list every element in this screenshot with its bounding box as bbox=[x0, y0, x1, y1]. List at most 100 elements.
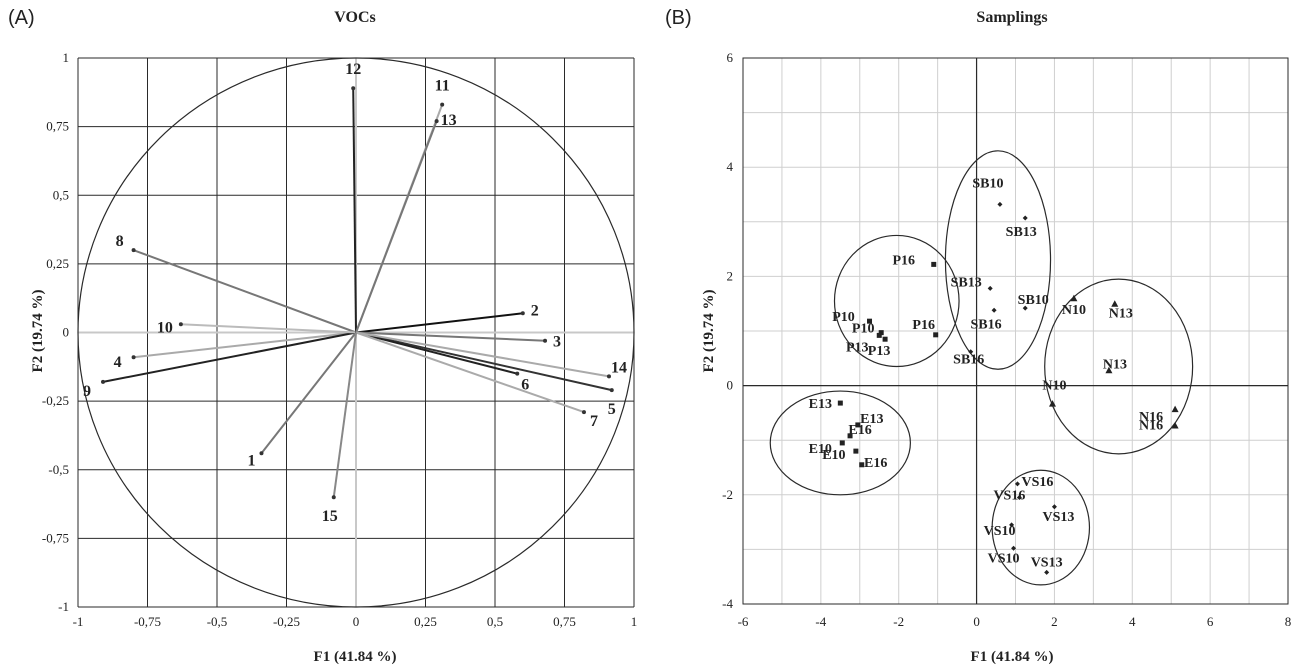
sample-marker-e16 bbox=[847, 433, 853, 439]
sample-marker-p16 bbox=[931, 261, 937, 267]
voc-vector-tip-10 bbox=[178, 322, 183, 327]
sample-label-e13: E13 bbox=[860, 412, 883, 427]
panel-a-y-tick-label: -0,5 bbox=[48, 462, 69, 477]
sample-marker-sb10 bbox=[1022, 305, 1028, 311]
panel-b-y-axis-label: F2 (19.74 %) bbox=[701, 290, 717, 373]
panel-b-x-tick-label: 2 bbox=[1051, 614, 1058, 629]
sample-label-p10: P10 bbox=[832, 310, 855, 325]
sample-marker-sb13 bbox=[1022, 215, 1028, 221]
sample-label-p13: P13 bbox=[868, 344, 891, 359]
group-ellipse-e bbox=[769, 390, 911, 496]
voc-vector-tip-9 bbox=[101, 379, 106, 384]
panel-a-x-tick-label: 0,5 bbox=[487, 614, 503, 629]
sample-label-n10: N10 bbox=[1062, 303, 1086, 318]
sample-marker-vs13 bbox=[1051, 504, 1057, 510]
panel-a-x-tick-label: 0 bbox=[353, 614, 360, 629]
sample-marker-n10 bbox=[1048, 400, 1056, 407]
panel-b-x-tick-label: 6 bbox=[1207, 614, 1214, 629]
sample-label-p13: P13 bbox=[846, 340, 869, 355]
voc-label-8: 8 bbox=[116, 233, 124, 250]
voc-vector-2 bbox=[355, 312, 523, 334]
panel-b-x-tick-label: 4 bbox=[1129, 614, 1136, 629]
sample-label-n16: N16 bbox=[1139, 410, 1163, 425]
voc-label-3: 3 bbox=[553, 334, 561, 351]
sample-label-n16: N16 bbox=[1139, 418, 1163, 433]
voc-vector-15 bbox=[332, 332, 357, 498]
voc-label-7: 7 bbox=[590, 413, 598, 430]
sample-marker-e16 bbox=[859, 462, 865, 468]
sample-marker-sb16 bbox=[968, 349, 974, 355]
panel-a-x-tick-label: -0,75 bbox=[134, 614, 161, 629]
sample-marker-sb10 bbox=[997, 201, 1003, 207]
sample-marker-p13 bbox=[882, 336, 888, 342]
voc-vector-tip-15 bbox=[331, 495, 336, 500]
group-ellipse-n bbox=[1044, 278, 1194, 455]
voc-vector-13 bbox=[355, 120, 438, 333]
panel-b-letter: (B) bbox=[665, 7, 692, 29]
panel-a-y-tick-label: 0 bbox=[63, 325, 70, 340]
voc-vector-14 bbox=[355, 331, 610, 378]
panel-a-y-tick-label: -0,75 bbox=[42, 530, 69, 545]
voc-vector-tip-1 bbox=[259, 451, 264, 456]
voc-label-9: 9 bbox=[83, 383, 91, 400]
voc-label-5: 5 bbox=[608, 401, 616, 418]
panel-b-title: Samplings bbox=[976, 9, 1047, 26]
panel-b-x-tick-label: 8 bbox=[1285, 614, 1292, 629]
sample-label-vs16: VS16 bbox=[993, 489, 1025, 504]
sample-marker-vs16 bbox=[1014, 481, 1020, 487]
voc-vector-tip-14 bbox=[606, 374, 611, 379]
sample-marker-n13 bbox=[1105, 366, 1113, 374]
panel-a-letter: (A) bbox=[8, 7, 35, 29]
voc-vector-6 bbox=[355, 331, 518, 375]
panel-b-x-tick-label: 0 bbox=[973, 614, 980, 629]
sample-marker-e13 bbox=[855, 422, 861, 428]
voc-label-12: 12 bbox=[345, 61, 361, 78]
sample-label-vs16: VS16 bbox=[1021, 475, 1053, 490]
sample-marker-sb13 bbox=[987, 285, 993, 291]
panel-b-samplings-chart: (B) Samplings F1 (41.84 %) F2 (19.74 %) … bbox=[665, 7, 1291, 665]
voc-vector-5 bbox=[355, 331, 612, 392]
sample-marker-e10 bbox=[853, 448, 859, 454]
panel-b-y-tick-label: 2 bbox=[727, 268, 734, 283]
voc-label-11: 11 bbox=[435, 78, 450, 95]
sample-marker-p10 bbox=[867, 318, 873, 324]
sample-label-vs10: VS10 bbox=[984, 524, 1016, 539]
panel-b-y-tick-label: -2 bbox=[722, 487, 733, 502]
sample-marker-n10 bbox=[1070, 294, 1078, 302]
panel-a-y-tick-label: 0,5 bbox=[53, 187, 69, 202]
panel-a-x-tick-label: 1 bbox=[631, 614, 638, 629]
sample-label-n13: N13 bbox=[1103, 357, 1127, 372]
sample-label-p16: P16 bbox=[912, 318, 935, 333]
sample-marker-n13 bbox=[1111, 300, 1119, 307]
sample-label-e16: E16 bbox=[848, 423, 871, 438]
sample-label-e10: E10 bbox=[809, 442, 832, 457]
panel-a-x-axis-label: F1 (41.84 %) bbox=[314, 649, 397, 665]
panel-a-x-tick-label: -1 bbox=[73, 614, 84, 629]
voc-vector-tip-12 bbox=[351, 86, 356, 91]
sample-marker-vs13 bbox=[1044, 569, 1050, 575]
panel-a-y-tick-label: -1 bbox=[58, 599, 69, 614]
panel-b-y-tick-label: -4 bbox=[722, 596, 733, 611]
voc-vector-10 bbox=[180, 323, 357, 334]
panel-a-y-axis-label: F2 (19.74 %) bbox=[30, 290, 46, 373]
voc-vector-9 bbox=[102, 331, 357, 383]
voc-vector-tip-2 bbox=[520, 311, 525, 316]
panel-a-vocs-chart: (A) VOCs F1 (41.84 %) F2 (19.74 %) -1 -0,… bbox=[8, 7, 637, 665]
sample-marker-vs10 bbox=[1011, 545, 1017, 551]
voc-vector-tip-4 bbox=[131, 355, 136, 360]
sample-label-sb10: SB10 bbox=[972, 176, 1003, 191]
group-ellipse-vs bbox=[991, 469, 1091, 586]
sample-label-sb16: SB16 bbox=[953, 353, 984, 368]
sample-label-e10: E10 bbox=[822, 448, 845, 463]
sample-label-p10: P10 bbox=[852, 322, 875, 337]
voc-label-1: 1 bbox=[247, 452, 255, 469]
sample-label-p16: P16 bbox=[892, 253, 915, 268]
panel-b-x-tick-label: -2 bbox=[893, 614, 904, 629]
panel-a-x-tick-label: -0,25 bbox=[273, 614, 300, 629]
voc-label-10: 10 bbox=[157, 319, 173, 336]
voc-vector-tip-11 bbox=[440, 102, 445, 107]
voc-label-14: 14 bbox=[611, 359, 627, 376]
panel-a-x-tick-label: -0,5 bbox=[207, 614, 228, 629]
sample-marker-e13 bbox=[837, 400, 843, 406]
